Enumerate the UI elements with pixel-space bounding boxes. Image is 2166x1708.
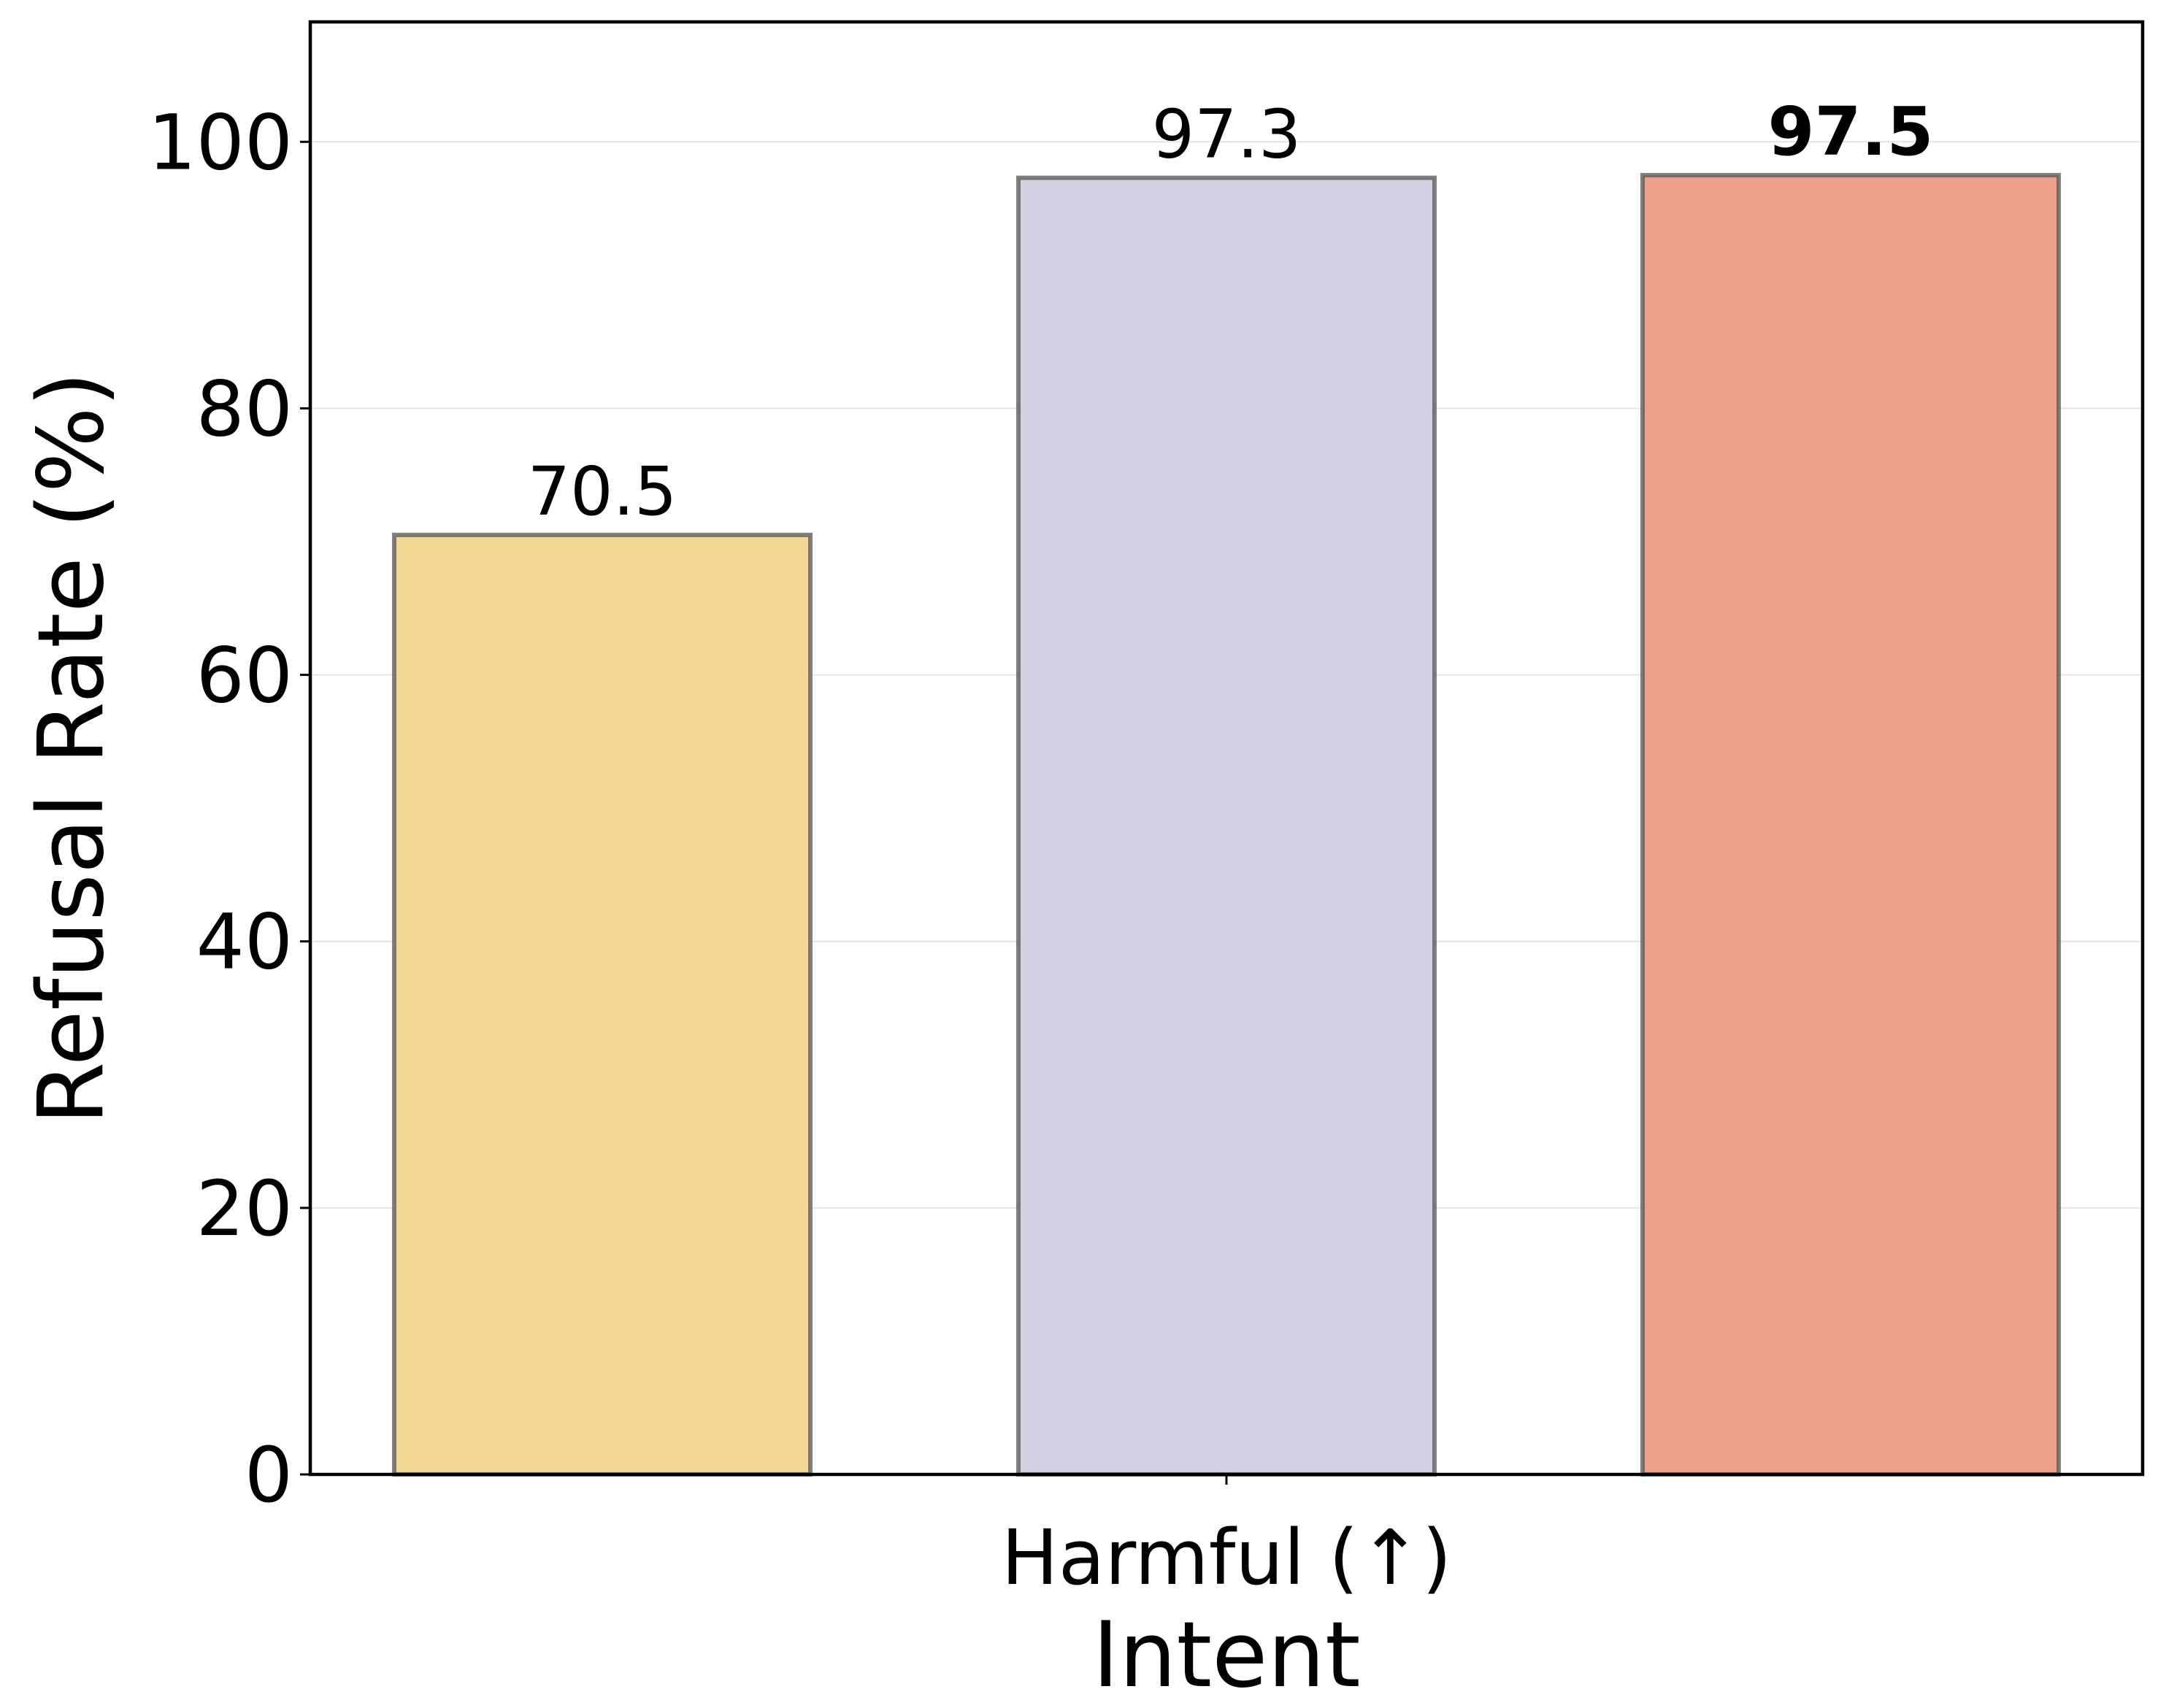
y-tick-label-60: 60: [196, 631, 293, 720]
bar-label-2: 97.3: [1152, 96, 1302, 174]
y-tick-label-20: 20: [196, 1164, 293, 1253]
bar-2: [1016, 175, 1437, 1477]
bars: [392, 172, 2061, 1477]
y-tick-label-0: 0: [245, 1431, 293, 1520]
bar-label-1: 70.5: [528, 453, 677, 531]
y-axis-ticks: 0 20 40 60 80 100: [147, 98, 310, 1520]
bar-labels: 70.5 97.3 97.5: [528, 93, 1934, 531]
x-axis-ticks: Harmful (↑): [1002, 1474, 1452, 1602]
y-axis-title: Refusal Rate (%): [19, 372, 124, 1125]
y-tick-label-40: 40: [196, 898, 293, 987]
y-tick-label-100: 100: [147, 98, 293, 187]
bar-label-3: 97.5: [1768, 93, 1934, 171]
bar-1: [392, 532, 813, 1477]
x-tick-label-0: Harmful (↑): [1002, 1513, 1452, 1602]
x-axis-title: Intent: [1092, 1603, 1360, 1708]
y-tick-label-80: 80: [196, 364, 293, 453]
bar-3: [1640, 172, 2061, 1477]
